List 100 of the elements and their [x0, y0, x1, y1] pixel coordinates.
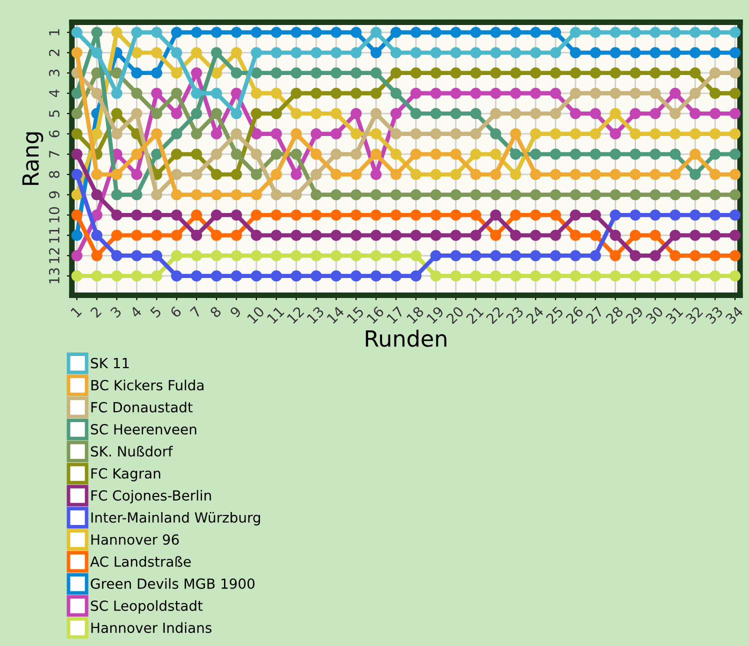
point — [550, 108, 562, 120]
point — [131, 168, 142, 180]
point — [310, 128, 322, 140]
point — [729, 47, 741, 58]
point — [510, 209, 522, 221]
point — [710, 189, 721, 200]
point — [550, 128, 562, 140]
point — [111, 108, 122, 120]
point — [310, 26, 322, 38]
point — [530, 250, 542, 262]
point — [310, 250, 322, 262]
x-tick-label: 23 — [506, 306, 524, 324]
point — [290, 230, 302, 241]
y-tick-label: 2 — [48, 50, 60, 56]
point — [610, 67, 621, 79]
point — [410, 88, 422, 99]
point — [650, 168, 661, 180]
point — [670, 67, 681, 79]
point — [250, 189, 262, 200]
point — [190, 230, 202, 241]
point — [111, 189, 122, 200]
point — [670, 26, 681, 38]
point — [630, 108, 641, 120]
point — [490, 128, 502, 140]
y-tick-label: 6 — [48, 130, 60, 138]
point — [190, 108, 202, 120]
point — [210, 47, 222, 58]
x-tick-label: 9 — [229, 306, 242, 318]
point — [330, 128, 342, 140]
point — [590, 128, 601, 140]
point — [230, 128, 242, 140]
point — [310, 230, 322, 241]
point — [570, 67, 582, 79]
point — [470, 250, 482, 262]
point — [450, 88, 462, 99]
point — [530, 168, 542, 180]
point — [151, 47, 162, 58]
point — [310, 88, 322, 99]
point — [370, 250, 382, 262]
point — [250, 128, 262, 140]
point — [171, 128, 182, 140]
point — [390, 88, 402, 99]
point — [171, 108, 182, 120]
point — [550, 148, 562, 160]
y-tick-label: 9 — [48, 191, 60, 198]
x-tick-label: 5 — [150, 306, 162, 318]
point — [710, 108, 721, 120]
point — [410, 26, 422, 38]
point — [650, 128, 661, 140]
point — [210, 168, 222, 180]
point — [190, 88, 202, 99]
point — [510, 230, 522, 241]
point — [111, 128, 122, 140]
point — [729, 189, 741, 200]
point — [690, 67, 701, 79]
point — [590, 189, 601, 200]
point — [590, 47, 601, 58]
point — [470, 270, 482, 282]
point — [570, 26, 582, 38]
point — [250, 209, 262, 221]
point — [650, 270, 661, 282]
point — [670, 108, 681, 120]
point — [590, 270, 601, 282]
point — [210, 189, 222, 200]
point — [190, 270, 202, 282]
point — [250, 230, 262, 241]
point — [590, 209, 601, 221]
point — [530, 47, 542, 58]
point — [290, 108, 302, 120]
point — [570, 270, 582, 282]
y-tick-label: 7 — [49, 150, 60, 158]
point — [270, 189, 282, 200]
point — [230, 67, 242, 79]
point — [210, 128, 222, 140]
point — [370, 230, 382, 241]
point — [390, 189, 402, 200]
point — [470, 148, 482, 160]
point — [729, 108, 741, 120]
point — [490, 67, 502, 79]
point — [450, 26, 462, 38]
point — [230, 88, 242, 99]
point — [91, 230, 102, 241]
x-tick-label: 19 — [426, 306, 444, 324]
x-tick-label: 31 — [665, 306, 684, 324]
point — [350, 108, 362, 120]
y-axis-title: Rang — [22, 132, 44, 185]
point — [590, 168, 601, 180]
point — [230, 230, 242, 241]
point — [230, 189, 242, 200]
point — [171, 230, 182, 241]
point — [370, 67, 382, 79]
point — [250, 148, 262, 160]
point — [430, 168, 442, 180]
point — [151, 148, 162, 160]
point — [111, 168, 122, 180]
point — [210, 270, 222, 282]
point — [570, 209, 582, 221]
point — [310, 270, 322, 282]
point — [71, 26, 82, 38]
point — [590, 26, 601, 38]
